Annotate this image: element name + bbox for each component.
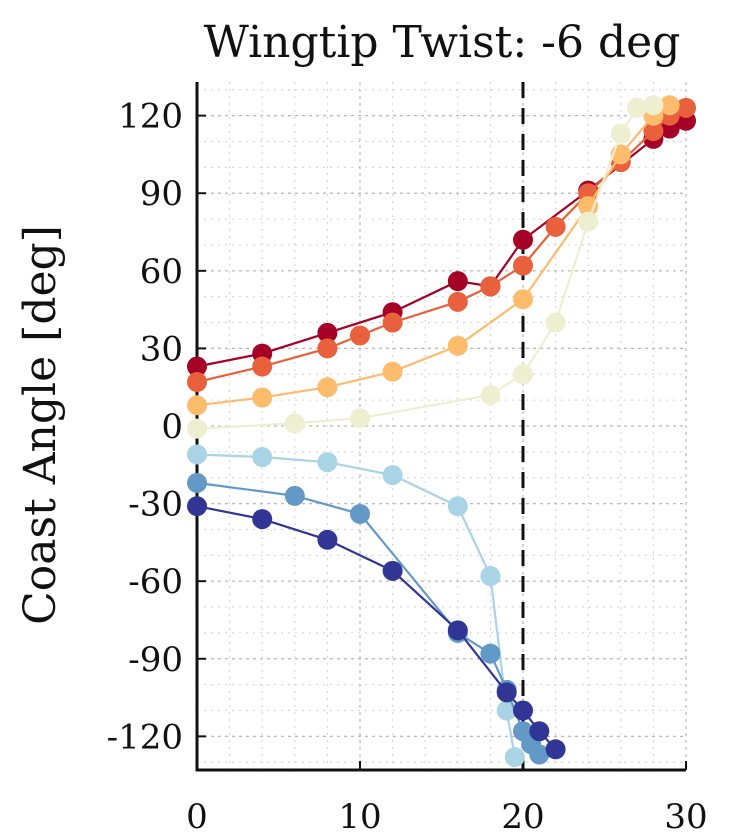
data-point (252, 387, 273, 408)
data-point (284, 413, 305, 434)
data-point (317, 338, 338, 359)
data-point (382, 312, 403, 333)
data-point (382, 465, 403, 486)
data-point (545, 312, 566, 333)
data-point (643, 95, 664, 116)
data-point (187, 372, 207, 393)
data-point (187, 444, 207, 465)
data-point (252, 447, 273, 468)
y-tick-label: -30 (128, 485, 183, 525)
data-point (513, 255, 533, 276)
chart-title: Wingtip Twist: -6 deg (204, 17, 681, 68)
series-3 (187, 95, 664, 439)
data-point (545, 216, 566, 237)
x-tick-label: 20 (501, 797, 544, 837)
data-point (480, 276, 501, 297)
data-point (187, 472, 207, 493)
series-line (196, 104, 654, 430)
data-point (447, 620, 468, 641)
axes (195, 82, 687, 772)
data-point (447, 496, 468, 517)
data-point (317, 529, 338, 550)
data-point (513, 289, 533, 310)
x-tick-label: 10 (338, 797, 381, 837)
data-point (513, 364, 533, 385)
data-point (643, 121, 664, 142)
data-point (447, 335, 468, 356)
data-point (187, 356, 207, 377)
data-point (317, 377, 338, 398)
data-point (317, 452, 338, 473)
series-line (196, 481, 541, 756)
y-tick-label: 90 (140, 174, 183, 214)
y-tick-label: 60 (140, 252, 183, 292)
data-point (480, 384, 501, 405)
y-tick-label: 0 (161, 407, 183, 447)
data-point (496, 682, 517, 703)
grid (196, 82, 687, 770)
y-tick-label: 30 (140, 329, 183, 369)
data-point (350, 408, 370, 429)
y-tick-label: 120 (118, 97, 183, 137)
data-point (504, 747, 525, 768)
data-point (252, 509, 273, 530)
data-point (676, 97, 696, 118)
series-4 (187, 444, 525, 768)
data-point (480, 566, 501, 587)
series-line (196, 104, 671, 407)
data-point (513, 700, 533, 721)
data-point (480, 643, 501, 664)
series-6 (187, 496, 566, 760)
series-group (187, 95, 696, 768)
data-point (447, 291, 468, 312)
data-point (529, 744, 550, 765)
data-point (350, 503, 370, 524)
data-point (610, 123, 631, 144)
x-tick-label: 30 (664, 797, 707, 837)
data-point (659, 95, 680, 116)
data-point (382, 560, 403, 581)
data-point (545, 739, 566, 760)
data-point (187, 395, 207, 416)
data-point (187, 496, 207, 517)
data-point (627, 97, 648, 118)
data-point (252, 356, 273, 377)
data-point (350, 325, 370, 346)
data-point (187, 418, 207, 439)
data-point (513, 229, 533, 250)
data-point (382, 361, 403, 382)
data-point (529, 721, 550, 742)
data-point (578, 211, 599, 232)
series-line (196, 453, 516, 758)
data-point (447, 271, 468, 292)
y-tick-label: -120 (107, 717, 183, 757)
data-point (317, 322, 338, 343)
y-tick-label: -90 (128, 640, 183, 680)
y-axis-label: Coast Angle [deg] (15, 225, 66, 625)
y-tick-label: -60 (128, 562, 183, 602)
x-tick-label: 0 (186, 797, 208, 837)
data-point (284, 485, 305, 506)
data-point (496, 700, 517, 721)
